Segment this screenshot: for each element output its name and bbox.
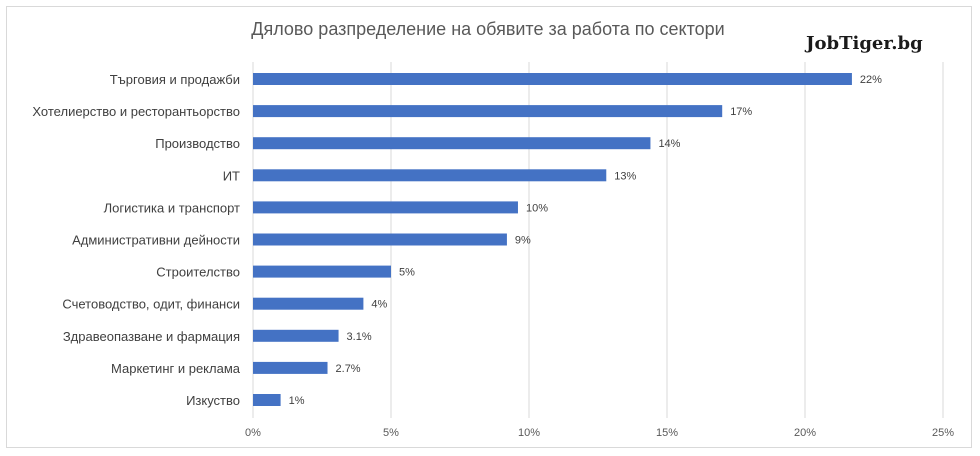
brand-logo: JobTiger.bg <box>806 33 923 54</box>
category-label: Маркетинг и реклама <box>111 361 241 376</box>
bar <box>253 233 507 246</box>
data-label: 17% <box>730 106 752 118</box>
x-tick-label: 10% <box>518 427 540 439</box>
data-label: 5% <box>399 267 415 279</box>
bar <box>253 201 518 214</box>
bar <box>253 297 364 310</box>
data-label: 3.1% <box>347 331 372 343</box>
data-label: 13% <box>614 170 636 182</box>
category-label: Търговия и продажби <box>110 72 240 87</box>
data-label: 10% <box>526 202 548 214</box>
data-label: 2.7% <box>336 363 361 375</box>
x-tick-label: 25% <box>932 427 954 439</box>
x-tick-label: 0% <box>245 427 261 439</box>
bar <box>253 169 607 182</box>
category-label: Здравеопазване и фармация <box>63 329 240 344</box>
x-tick-label: 15% <box>656 427 678 439</box>
bar <box>253 265 391 278</box>
bar <box>253 394 281 406</box>
category-label: Производство <box>155 136 240 151</box>
data-label: 4% <box>371 299 387 311</box>
category-label: Строителство <box>156 265 240 280</box>
x-tick-label: 5% <box>383 427 399 439</box>
bar <box>253 105 723 118</box>
category-label: Изкуство <box>186 393 240 408</box>
bar <box>253 329 339 342</box>
category-label: ИТ <box>223 168 240 183</box>
category-label: Административни дейности <box>72 233 240 248</box>
category-label: Счетоводство, одит, финанси <box>62 297 240 312</box>
bar <box>253 73 852 85</box>
category-label: Логистика и транспорт <box>104 200 240 215</box>
data-label: 1% <box>289 395 305 407</box>
x-tick-label: 20% <box>794 427 816 439</box>
bar <box>253 361 328 374</box>
chart-title: Дялово разпределение на обявите за работ… <box>251 19 725 39</box>
bar <box>253 137 651 150</box>
data-label: 14% <box>658 138 680 150</box>
data-label: 22% <box>860 74 882 86</box>
data-label: 9% <box>515 235 531 247</box>
category-label: Хотелиерство и ресторантьорство <box>32 104 240 119</box>
